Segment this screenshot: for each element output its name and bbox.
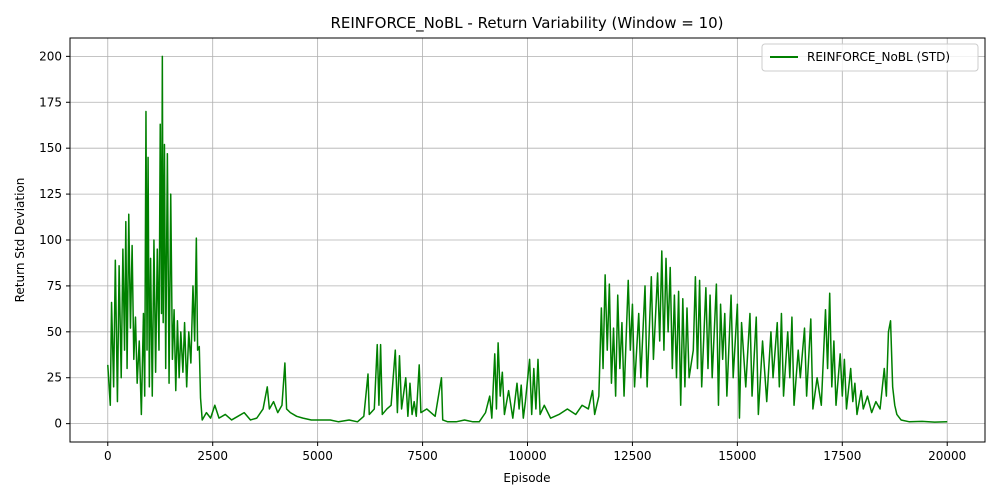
- x-tick-label: 15000: [718, 449, 756, 463]
- legend: REINFORCE_NoBL (STD): [761, 43, 979, 72]
- x-tick-label: 20000: [928, 449, 966, 463]
- y-tick-label: 200: [39, 49, 62, 63]
- x-tick-label: 2500: [197, 449, 228, 463]
- series-line-0: [107, 55, 948, 423]
- legend-label: REINFORCE_NoBL (STD): [807, 50, 950, 64]
- y-ticks: 0 25 50 75 100 125 150 175 200: [39, 49, 70, 431]
- y-tick-label: 50: [47, 325, 62, 339]
- y-tick-label: 100: [39, 233, 62, 247]
- y-tick-label: 150: [39, 141, 62, 155]
- x-tick-label: 7500: [407, 449, 438, 463]
- y-tick-label: 75: [47, 279, 62, 293]
- data-series: [107, 55, 948, 423]
- x-tick-label: 0: [104, 449, 112, 463]
- x-tick-label: 5000: [302, 449, 333, 463]
- y-axis-label: Return Std Deviation: [13, 178, 27, 303]
- x-tick-label: 10000: [508, 449, 546, 463]
- x-axis-label: Episode: [503, 471, 550, 485]
- y-tick-label: 125: [39, 187, 62, 201]
- x-tick-label: 12500: [613, 449, 651, 463]
- x-tick-label: 17500: [823, 449, 861, 463]
- legend-box: [761, 43, 979, 72]
- y-tick-label: 25: [47, 371, 62, 385]
- x-ticks: 0 2500 5000 7500 10000 12500 15000 17500 20000: [104, 442, 966, 463]
- chart-title: REINFORCE_NoBL - Return Variability (Win…: [330, 14, 723, 33]
- y-tick-label: 175: [39, 95, 62, 109]
- y-tick-label: 0: [54, 417, 62, 431]
